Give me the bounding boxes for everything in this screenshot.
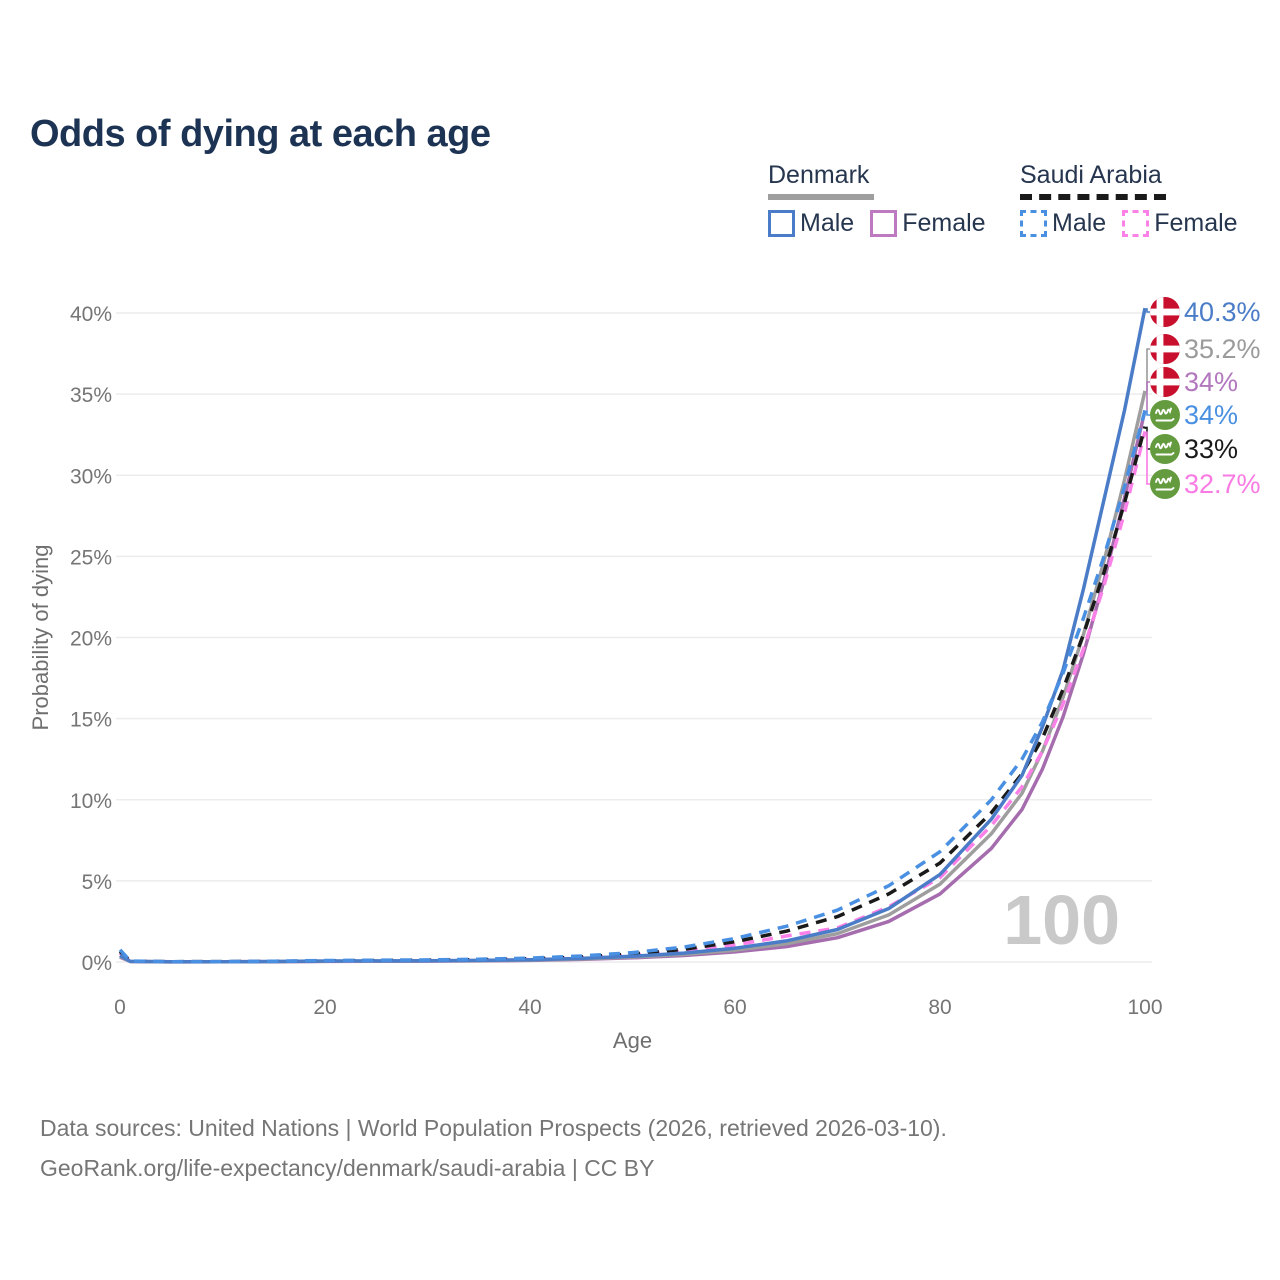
legend-item-saudi-male[interactable]: Male — [1020, 209, 1106, 238]
y-tick-15%: 15% — [70, 709, 112, 732]
legend-group-saudi: Saudi Arabia Male Female — [1020, 161, 1238, 238]
footer-attribution: GeoRank.org/life-expectancy/denmark/saud… — [40, 1155, 655, 1181]
x-tick-60: 60 — [723, 996, 746, 1019]
end-label-leader-denmark-total — [1146, 348, 1150, 391]
y-tick-30%: 30% — [70, 465, 112, 488]
page-title: Odds of dying at each age — [30, 113, 491, 156]
end-label-value-denmark-male: 40.3% — [1184, 297, 1261, 327]
y-tick-35%: 35% — [70, 384, 112, 407]
legend-denmark-line-sample — [768, 193, 874, 200]
end-label-leader-saudi-male — [1146, 410, 1150, 416]
legend-item-denmark-male[interactable]: Male — [768, 209, 854, 238]
x-tick-40: 40 — [518, 996, 541, 1019]
footer: Data sources: United Nations | World Pop… — [40, 1108, 947, 1188]
x-tick-100: 100 — [1127, 996, 1162, 1019]
denmark-male-swatch-icon — [768, 209, 795, 237]
y-tick-40%: 40% — [70, 303, 112, 326]
x-tick-0: 0 — [114, 996, 126, 1019]
series-line-saudi-female[interactable] — [118, 430, 1147, 964]
legend-group-denmark: Denmark Male Female — [768, 161, 986, 238]
series-line-saudi-male[interactable] — [118, 409, 1147, 964]
y-tick-5%: 5% — [82, 871, 112, 894]
denmark-flag-icon — [1150, 367, 1180, 397]
saudi-arabia-flag-icon — [1150, 400, 1180, 430]
y-tick-0%: 0% — [82, 952, 112, 975]
x-tick-80: 80 — [928, 996, 951, 1019]
series-line-denmark-total[interactable] — [119, 390, 1147, 964]
end-label-value-saudi-male: 34% — [1184, 400, 1238, 430]
legend-item-label: Female — [902, 208, 986, 237]
saudi-male-swatch-icon — [1020, 209, 1047, 237]
end-label-value-denmark-total: 35.2% — [1184, 334, 1261, 364]
series-line-denmark-female[interactable] — [119, 410, 1147, 964]
footer-data-sources: Data sources: United Nations | World Pop… — [40, 1115, 947, 1141]
denmark-female-swatch-icon — [870, 209, 898, 237]
age-watermark: 100 — [1003, 881, 1120, 959]
saudi-female-swatch-icon — [1122, 209, 1150, 237]
x-tick-20: 20 — [313, 996, 336, 1019]
legend-item-saudi-female[interactable]: Female — [1122, 208, 1238, 238]
series-line-denmark-male[interactable] — [119, 307, 1147, 964]
y-tick-10%: 10% — [70, 790, 112, 813]
legend-item-label: Male — [1052, 208, 1107, 237]
series-line-saudi-total[interactable] — [118, 426, 1147, 964]
saudi-arabia-flag-icon — [1150, 434, 1180, 464]
saudi-arabia-flag-icon — [1150, 469, 1180, 499]
denmark-flag-icon — [1150, 334, 1180, 364]
x-axis-title: Age — [613, 1028, 652, 1053]
y-tick-20%: 20% — [70, 628, 112, 651]
end-label-value-denmark-female: 34% — [1184, 367, 1238, 397]
denmark-flag-icon — [1150, 297, 1180, 327]
end-label-leader-denmark-female — [1146, 381, 1150, 411]
end-label-value-saudi-female: 32.7% — [1184, 469, 1261, 499]
y-axis-title: Probability of dying — [28, 545, 53, 731]
end-label-value-saudi-total: 33% — [1184, 434, 1238, 464]
legend-country-denmark[interactable]: Denmark — [768, 161, 870, 189]
legend-country-saudi[interactable]: Saudi Arabia — [1020, 161, 1162, 189]
end-label-leader-denmark-male — [1146, 308, 1150, 313]
y-tick-25%: 25% — [70, 546, 112, 569]
legend-item-label: Female — [1154, 208, 1238, 237]
legend-item-denmark-female[interactable]: Female — [870, 208, 986, 238]
legend-saudi-line-sample — [1020, 193, 1166, 200]
end-label-leader-saudi-female — [1146, 431, 1150, 485]
legend-item-label: Male — [800, 208, 855, 237]
